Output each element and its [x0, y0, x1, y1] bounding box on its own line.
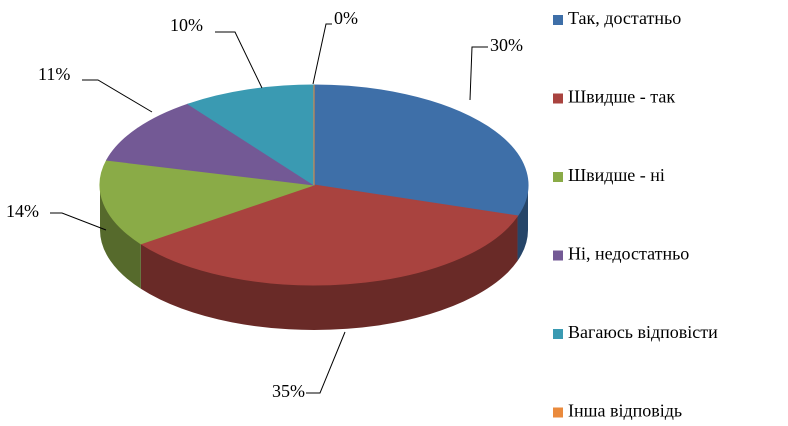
legend-swatch [553, 172, 563, 182]
legend-swatch [553, 250, 563, 261]
legend-label: Швидше - так [568, 87, 675, 107]
leader-line [215, 31, 263, 89]
data-label: 11% [38, 64, 70, 84]
leader-line [312, 23, 332, 85]
legend-label: Так, достатньо [568, 8, 681, 28]
slice-side [100, 185, 141, 289]
legend-swatch [553, 15, 563, 25]
leader-line [50, 212, 107, 231]
legend-swatch [553, 407, 563, 418]
data-label: 35% [272, 381, 305, 401]
legend-label: Вагаюсь відповісти [568, 322, 718, 342]
slice [187, 84, 315, 186]
data-label: 0% [334, 8, 358, 28]
leader-line [469, 46, 488, 101]
leader-line [82, 79, 153, 113]
data-label: 14% [6, 201, 39, 221]
legend-label: Інша відповідь [568, 401, 682, 421]
data-label: 10% [170, 15, 203, 35]
legend-swatch [553, 329, 563, 339]
slice [313, 84, 529, 217]
slice-side [140, 215, 518, 331]
slice [99, 159, 315, 245]
legend-label: Ні, недостатньо [568, 244, 689, 264]
leader-line [306, 331, 346, 394]
slice [105, 103, 315, 186]
slice [139, 184, 519, 286]
slice-side [517, 185, 528, 261]
data-label: 30% [490, 35, 523, 55]
legend-label: Швидше - ні [568, 165, 665, 185]
legend-swatch [553, 93, 563, 104]
